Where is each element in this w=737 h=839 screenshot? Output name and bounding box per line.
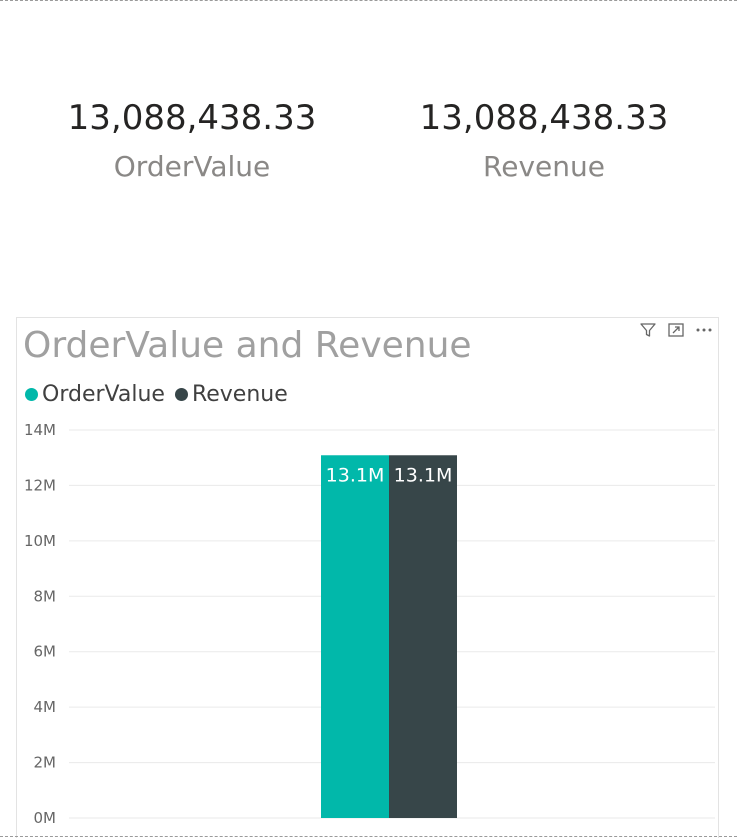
y-tick-label: 8M — [34, 587, 57, 605]
data-label: 13.1M — [394, 464, 453, 486]
visual-header — [638, 320, 714, 340]
y-tick-label: 14M — [24, 421, 56, 439]
y-tick-label: 12M — [24, 476, 56, 494]
bottom-dashed-border — [0, 836, 737, 837]
y-tick-label: 6M — [34, 643, 57, 661]
more-options-icon[interactable] — [694, 320, 714, 340]
legend-label: OrderValue — [42, 382, 165, 407]
legend-marker — [174, 388, 188, 401]
top-dashed-border — [0, 0, 737, 1]
chart-title: OrderValue and Revenue — [23, 325, 472, 366]
clustered-column-chart[interactable]: 0M 2M 4M 6M 8M 10M 12M 14M 13.1M 13.1M OrderValue… — [16, 317, 719, 838]
y-tick-label: 10M — [24, 532, 56, 550]
y-tick-label: 2M — [34, 754, 57, 772]
bar-revenue[interactable] — [389, 455, 457, 818]
legend-label: Revenue — [191, 382, 288, 407]
card-value: 13,088,438.33 — [419, 98, 669, 138]
card-value: 13,088,438.33 — [67, 98, 317, 138]
ordervalue-card[interactable]: 13,088,438.33 OrderValue — [42, 98, 342, 184]
chart-legend: OrderValue Revenue — [25, 382, 298, 407]
y-tick-label: 4M — [34, 698, 57, 716]
card-label: OrderValue — [113, 150, 271, 183]
y-tick-label: 0M — [34, 809, 57, 827]
card-label: Revenue — [483, 150, 605, 183]
revenue-card[interactable]: 13,088,438.33 Revenue — [394, 98, 694, 184]
focus-mode-icon[interactable] — [666, 320, 686, 340]
bar-ordervalue[interactable] — [321, 455, 389, 818]
filter-icon[interactable] — [638, 320, 658, 340]
legend-marker — [25, 388, 38, 401]
data-label: 13.1M — [326, 464, 385, 486]
legend-item-ordervalue[interactable]: OrderValue — [25, 382, 165, 407]
legend-item-revenue[interactable]: Revenue — [174, 382, 288, 407]
chart-plot-area: 0M 2M 4M 6M 8M 10M 12M 14M 13.1M 13.1M — [24, 421, 715, 827]
